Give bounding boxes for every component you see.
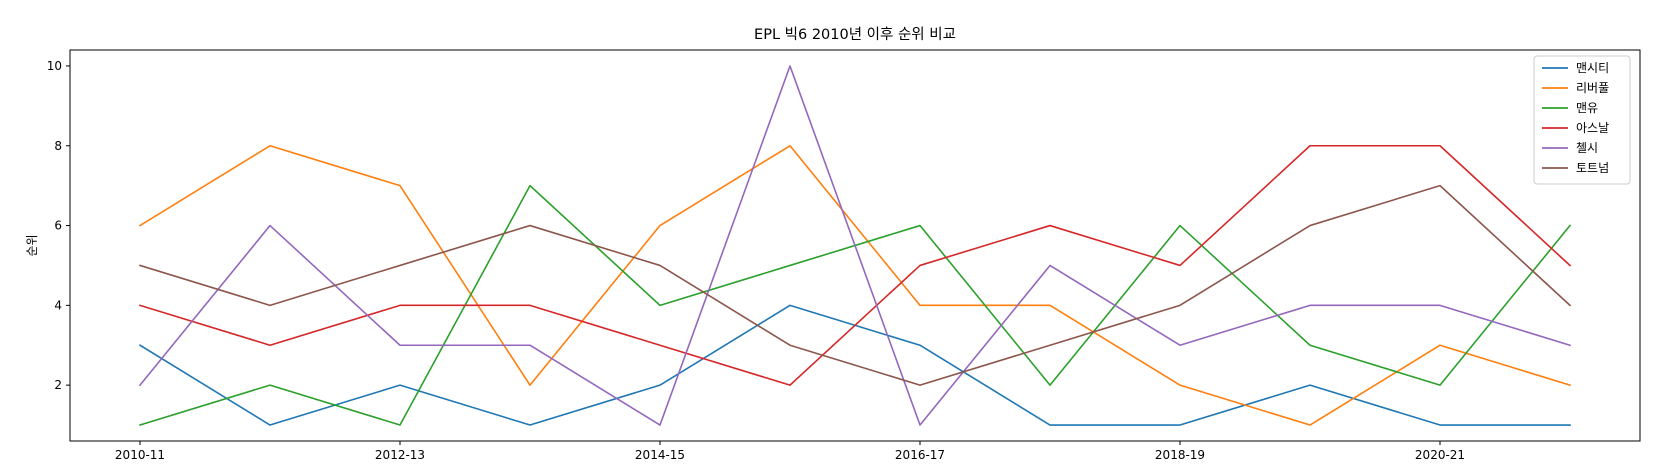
x-tick-label: 2018-19: [1155, 448, 1205, 462]
y-tick-label: 2: [54, 378, 62, 392]
y-tick-label: 8: [54, 139, 62, 153]
series-line-1: [138, 144, 1571, 426]
series-line-5: [139, 184, 1572, 386]
series-line-4: [138, 65, 1571, 426]
x-tick-label: 2016-17: [895, 448, 945, 462]
legend-label-1: 리버풀: [1576, 81, 1609, 95]
x-tick-label: 2014-15: [635, 448, 685, 462]
y-tick-label: 6: [54, 219, 62, 233]
legend-label-2: 맨유: [1576, 101, 1598, 115]
plot-frame: [69, 49, 1641, 442]
legend-label-4: 첼시: [1576, 141, 1598, 155]
x-tick-label: 2010-11: [115, 448, 165, 462]
legend-label-5: 토트넘: [1576, 161, 1609, 175]
legend-label-0: 맨시티: [1576, 61, 1609, 75]
series-line-3: [139, 144, 1572, 386]
axes: 2010-11 2012-13 2014-15 2016-17 2018-19 2020-…: [47, 49, 1641, 462]
y-tick-label: 10: [47, 59, 62, 73]
legend-label-3: 아스날: [1576, 121, 1609, 135]
y-axis-label: 순위: [25, 234, 39, 256]
x-tick-label: 2012-13: [375, 448, 425, 462]
plot-area: [138, 65, 1572, 427]
y-tick-label: 4: [54, 298, 62, 312]
chart-title: EPL 빅6 2010년 이후 순위 비교: [754, 26, 956, 43]
x-tick-label: 2020-21: [1415, 448, 1465, 462]
